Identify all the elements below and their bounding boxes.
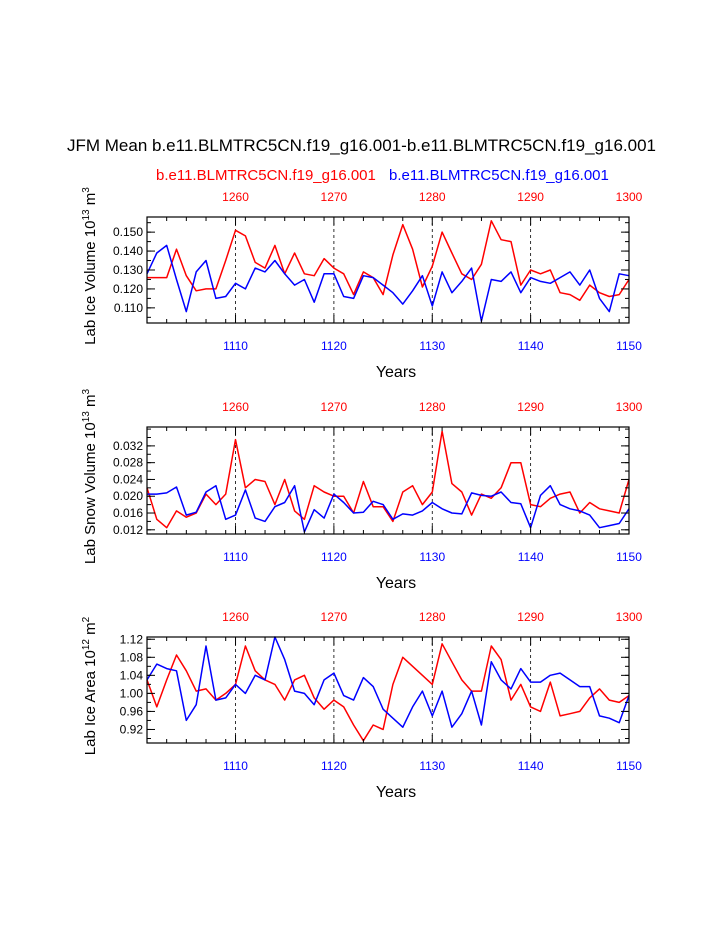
xtick-bottom-label: 1110 (223, 759, 248, 773)
x-axis-title: Years (376, 364, 416, 381)
y-axis-title-part: m (82, 622, 99, 639)
xtick-bottom-label: 1150 (616, 759, 642, 773)
panel-2: 0.012 0.016 0.020 0.024 0.028 0.032 1110 1120 11… (81, 388, 643, 592)
legend-case1-label: b.e11.BLMTRC5CN.f19_g16.001 (156, 167, 376, 184)
xtick-top-label: 1280 (419, 190, 446, 204)
series-red-line (147, 220, 630, 302)
y-axis-title: Lab Snow Volume 1013 m3 (81, 388, 99, 564)
xtick-top-label: 1270 (321, 190, 348, 204)
xtick-top-label: 1270 (321, 400, 348, 414)
ytick-label: 0.92 (120, 722, 144, 736)
y-axis-title-part: Lab Ice Area 10 (82, 650, 99, 755)
figure-title: JFM Mean b.e11.BLMTRC5CN.f19_g16.001-b.e… (67, 136, 656, 155)
xtick-bottom-label: 1140 (518, 759, 544, 773)
y-axis-title-superscript: 2 (81, 616, 92, 622)
xtick-bottom-label: 1130 (419, 339, 445, 353)
legend-case2-label: b.e11.BLMTRC5CN.f19_g16.001 (389, 167, 609, 184)
xtick-top-label: 1280 (419, 400, 446, 414)
y-axis-title-superscript: 3 (81, 187, 92, 193)
y-axis-title: Lab Ice Volume 1013 m3 (81, 187, 99, 345)
series-red-line (146, 643, 630, 742)
xtick-bottom-label: 1120 (321, 550, 347, 564)
ytick-label: 1.00 (120, 686, 144, 700)
series-blue-line (146, 636, 630, 728)
xtick-bottom-label: 1150 (616, 339, 642, 353)
ytick-label: 0.110 (114, 301, 143, 315)
y-axis-title-superscript: 3 (81, 388, 92, 394)
y-axis-title: Lab Ice Area 1012 m2 (81, 616, 99, 755)
ytick-label: 1.04 (120, 668, 144, 682)
y-axis-title-superscript: 12 (81, 639, 92, 651)
y-axis-title-part: m (82, 394, 99, 411)
xtick-bottom-label: 1130 (419, 759, 445, 773)
series-blue-line (147, 484, 630, 533)
xtick-top-label: 1290 (517, 400, 544, 414)
ytick-label: 0.130 (113, 263, 143, 277)
x-axis-title: Years (376, 784, 416, 801)
xtick-bottom-label: 1130 (419, 550, 445, 564)
xtick-top-label: 1290 (517, 610, 544, 624)
xtick-top-label: 1260 (222, 190, 249, 204)
xtick-bottom-label: 1140 (518, 550, 544, 564)
xtick-bottom-label: 1110 (223, 550, 248, 564)
panel-3: 0.92 0.96 1.00 1.04 1.08 1.12 1110 1120 1130 1140… (81, 610, 643, 801)
panel-1: 0.110 0.120 0.130 0.140 0.150 1110 1120 1130 114… (81, 187, 643, 381)
xtick-top-label: 1280 (419, 610, 446, 624)
xtick-bottom-label: 1120 (321, 339, 347, 353)
ytick-label: 0.028 (113, 456, 143, 470)
xtick-bottom-label: 1140 (518, 339, 544, 353)
xtick-bottom-label: 1120 (321, 759, 347, 773)
xtick-top-label: 1260 (222, 610, 249, 624)
ytick-label: 1.12 (120, 632, 144, 646)
y-axis-title-part: Lab Ice Volume 10 (82, 221, 99, 345)
ytick-label: 0.020 (113, 489, 143, 503)
y-axis-title-superscript: 13 (81, 209, 92, 221)
xtick-top-label: 1290 (517, 190, 544, 204)
xtick-bottom-label: 1110 (223, 339, 248, 353)
series-red-line (146, 430, 630, 529)
ytick-label: 0.012 (113, 523, 143, 537)
plot-frame (146, 426, 630, 535)
ytick-label: 0.120 (113, 282, 143, 296)
xtick-top-label: 1260 (222, 400, 249, 414)
ytick-label: 0.016 (113, 506, 143, 520)
y-axis-title-part: m (82, 193, 99, 210)
ytick-label: 0.024 (113, 472, 143, 486)
y-axis-title-part: Lab Snow Volume 10 (82, 422, 99, 564)
series-blue-line (146, 244, 630, 322)
ytick-label: 0.032 (113, 439, 143, 453)
xtick-top-label: 1270 (321, 610, 348, 624)
x-axis-title: Years (376, 575, 416, 592)
plot-frame (146, 636, 630, 744)
plot-frame (146, 216, 630, 324)
xtick-top-label: 1300 (616, 400, 643, 414)
panels: 0.110 0.120 0.130 0.140 0.150 1110 1120 1130 114… (81, 187, 643, 801)
xtick-top-label: 1300 (616, 190, 643, 204)
ytick-label: 0.140 (113, 244, 143, 258)
ytick-label: 0.150 (113, 225, 143, 239)
y-axis-title-superscript: 13 (81, 411, 92, 423)
xtick-top-label: 1300 (616, 610, 643, 624)
xtick-bottom-label: 1150 (616, 550, 642, 564)
ytick-label: 0.96 (120, 704, 144, 718)
ytick-label: 1.08 (120, 650, 144, 664)
